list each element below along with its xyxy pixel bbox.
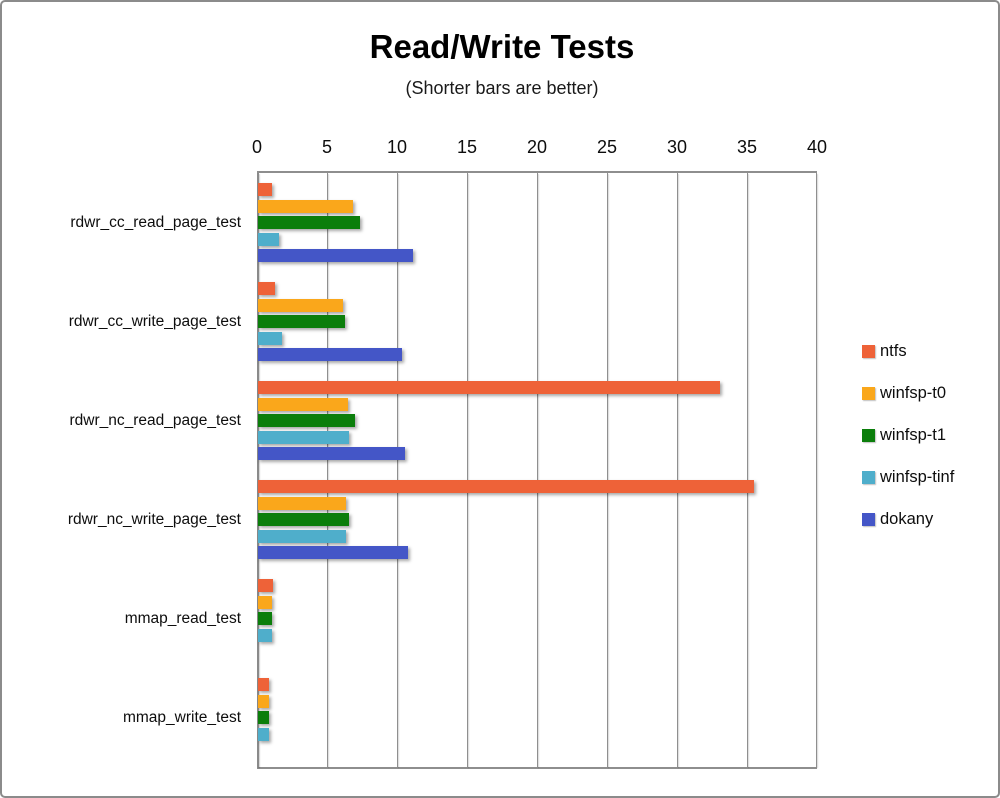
bar-winfsp-t1: [258, 216, 361, 230]
bar-dokany: [258, 447, 405, 461]
bar-winfsp-t1: [258, 414, 355, 428]
legend-item-dokany: dokany: [862, 510, 954, 528]
category-label: rdwr_cc_read_page_test: [70, 213, 241, 231]
bar-winfsp-t0: [258, 199, 354, 213]
legend-item-ntfs: ntfs: [862, 342, 954, 360]
x-tick-label: 5: [321, 137, 332, 157]
legend-label: winfsp-t0: [880, 383, 947, 402]
bar-winfsp-tinf: [258, 529, 347, 543]
bar-dokany: [258, 249, 414, 263]
bar-winfsp-t1: [258, 711, 269, 725]
bar-ntfs: [258, 579, 274, 592]
legend-swatch-winfsp-t1: [862, 428, 875, 442]
bar-winfsp-t0: [258, 694, 270, 708]
category-label: mmap_read_test: [124, 609, 241, 627]
x-tick-label: 25: [596, 137, 618, 157]
y-axis-line: [257, 173, 259, 767]
bar-winfsp-t0: [258, 298, 344, 312]
bar-ntfs: [258, 183, 272, 196]
legend-label: winfsp-tinf: [880, 467, 955, 486]
x-tick-label: 0: [251, 137, 262, 157]
gridline: [815, 173, 817, 767]
bar-winfsp-tinf: [258, 628, 272, 642]
x-tick-label: 20: [526, 137, 548, 157]
chart-title: Read/Write Tests: [369, 28, 635, 65]
bar-dokany: [258, 348, 403, 362]
legend-label: dokany: [880, 509, 934, 528]
legend-label: winfsp-t1: [880, 425, 947, 444]
x-tick-label: 40: [806, 137, 828, 157]
legend-swatch-dokany: [862, 512, 875, 526]
bar-winfsp-tinf: [258, 727, 269, 741]
bar-ntfs: [258, 282, 275, 295]
bar-ntfs: [258, 678, 270, 691]
gridline: [396, 173, 398, 767]
gridline: [746, 173, 748, 767]
gridline: [676, 173, 678, 767]
bar-winfsp-t0: [258, 595, 272, 609]
gridline: [326, 173, 328, 767]
legend-swatch-winfsp-t0: [862, 386, 875, 400]
bar-ntfs: [258, 381, 720, 394]
gridline: [536, 173, 538, 767]
legend-item-winfsp-t0: winfsp-t0: [862, 384, 954, 402]
bar-winfsp-t1: [258, 612, 272, 626]
category-label: rdwr_nc_write_page_test: [67, 510, 241, 528]
legend-item-winfsp-tinf: winfsp-tinf: [862, 468, 954, 486]
legend: ntfs winfsp-t0 winfsp-t1 winfsp-tinf dokany: [862, 342, 954, 552]
legend-item-winfsp-t1: winfsp-t1: [862, 426, 954, 444]
x-tick-label: 15: [456, 137, 478, 157]
category-label: rdwr_nc_read_page_test: [69, 411, 241, 429]
x-tick-label: 35: [736, 137, 758, 157]
x-tick-label: 10: [386, 137, 408, 157]
bar-ntfs: [258, 480, 754, 493]
category-label: rdwr_cc_write_page_test: [68, 312, 241, 330]
bar-winfsp-t0: [258, 496, 347, 510]
chart-subtitle: (Shorter bars are better): [405, 78, 599, 98]
legend-swatch-winfsp-tinf: [862, 470, 875, 484]
gridline: [466, 173, 468, 767]
bar-dokany: [258, 546, 408, 560]
category-label: mmap_write_test: [122, 708, 241, 726]
bar-winfsp-tinf: [258, 331, 282, 345]
legend-label: ntfs: [880, 341, 907, 360]
bar-winfsp-tinf: [258, 430, 349, 444]
gridline: [606, 173, 608, 767]
bar-winfsp-t1: [258, 513, 349, 527]
bar-winfsp-t0: [258, 397, 348, 411]
legend-swatch-ntfs: [862, 344, 875, 358]
bar-winfsp-t1: [258, 315, 345, 329]
bar-winfsp-tinf: [258, 232, 279, 246]
x-tick-label: 30: [666, 137, 688, 157]
